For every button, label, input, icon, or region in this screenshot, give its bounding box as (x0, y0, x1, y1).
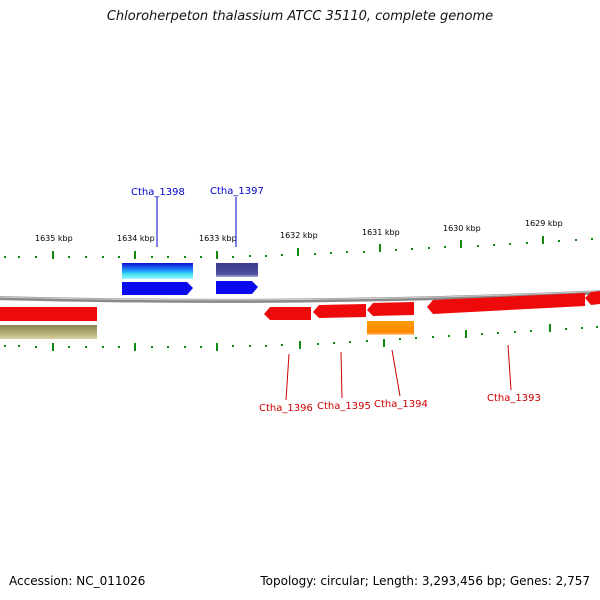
genome-backbone-highlight (0, 290, 600, 301)
gene-label-ctha-1394[interactable]: Ctha_1394 (374, 399, 428, 410)
kbp-label: 1635 kbp (35, 234, 73, 243)
genome-summary-text: Topology: circular; Length: 3,293,456 bp… (260, 574, 590, 588)
inner-ticks (4, 324, 598, 351)
genome-backbone (0, 290, 600, 303)
kbp-label: 1634 kbp (117, 234, 155, 243)
gene-label-ctha-1398[interactable]: Ctha_1398 (131, 187, 185, 198)
label-leaders (156, 197, 512, 401)
gene-ctha-1398[interactable] (122, 282, 193, 295)
gene-feature-orange[interactable] (367, 321, 414, 335)
gene-label-ctha-1395[interactable]: Ctha_1395 (317, 401, 371, 412)
gene-ctha-1396[interactable] (264, 307, 311, 320)
kbp-label: 1629 kbp (525, 219, 563, 228)
gene-ctha-1397[interactable] (216, 281, 258, 294)
gene-label-ctha-1397[interactable]: Ctha_1397 (210, 186, 264, 197)
map-title: Chloroherpeton thalassium ATCC 35110, co… (106, 9, 494, 24)
gene-feature-stacked-blue[interactable] (122, 263, 193, 279)
gene-feature-left-olive[interactable] (0, 325, 97, 339)
gene-label-ctha-1396[interactable]: Ctha_1396 (259, 403, 313, 414)
kbp-label: 1630 kbp (443, 224, 481, 233)
outer-ticks (4, 236, 593, 259)
kbp-label: 1632 kbp (280, 231, 318, 240)
gene-ctha-1394[interactable] (367, 302, 414, 316)
gene-feature-purple[interactable] (216, 263, 258, 277)
gene-ctha-1393[interactable] (427, 293, 585, 314)
gene-feature-right-edge[interactable] (585, 291, 600, 305)
gene-ctha-1395[interactable] (313, 304, 366, 318)
accession-text: Accession: NC_011026 (9, 574, 146, 588)
gene-feature-left-red[interactable] (0, 307, 97, 321)
kbp-label: 1631 kbp (362, 228, 400, 237)
gene-label-ctha-1393[interactable]: Ctha_1393 (487, 393, 541, 404)
kbp-label: 1633 kbp (199, 234, 237, 243)
